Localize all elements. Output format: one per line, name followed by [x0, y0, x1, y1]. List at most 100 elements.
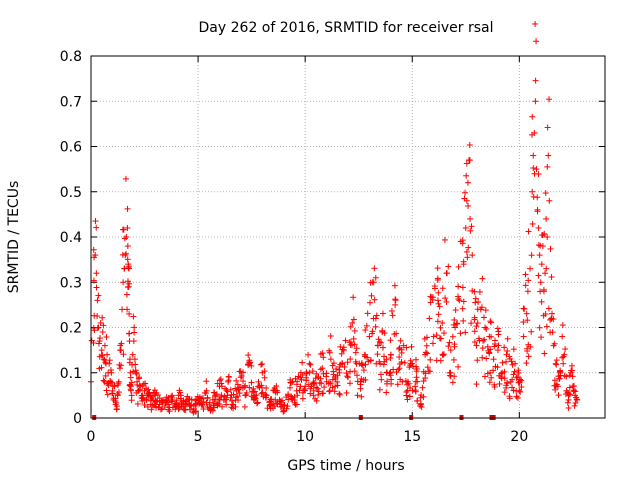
data-point [362, 376, 369, 383]
data-point [94, 297, 101, 304]
data-point [259, 361, 266, 368]
data-point [522, 282, 529, 289]
data-point [323, 370, 330, 377]
data-point [112, 395, 119, 402]
data-point [243, 391, 250, 398]
data-point [527, 343, 534, 350]
data-point [100, 377, 107, 384]
data-point [313, 370, 320, 377]
data-point [135, 375, 142, 382]
data-point [169, 404, 176, 411]
data-point [566, 391, 573, 398]
data-point [393, 369, 400, 376]
data-point [350, 335, 357, 342]
data-point [306, 369, 313, 376]
data-point [376, 386, 383, 393]
data-point [434, 318, 441, 325]
data-point [366, 333, 373, 340]
data-point [418, 403, 425, 410]
data-point [98, 364, 105, 371]
data-point [246, 384, 253, 391]
data-point [508, 358, 515, 365]
data-point [513, 387, 520, 394]
data-point [429, 296, 436, 303]
data-point [369, 330, 376, 337]
data-point [113, 403, 120, 410]
data-point [552, 382, 559, 389]
data-point [354, 372, 361, 379]
data-point [219, 383, 226, 390]
data-point [216, 396, 223, 403]
data-point [480, 337, 487, 344]
data-point [413, 374, 420, 381]
data-point [462, 224, 469, 231]
data-point [218, 380, 225, 387]
data-point [535, 224, 542, 231]
data-point [353, 345, 360, 352]
data-point [126, 310, 133, 317]
data-point [409, 387, 416, 394]
data-point [345, 374, 351, 381]
data-point [483, 355, 490, 362]
data-point [471, 314, 478, 321]
data-point [427, 293, 434, 300]
data-point [434, 297, 441, 304]
data-point [344, 373, 351, 380]
data-point [495, 328, 502, 335]
data-point [445, 263, 452, 270]
data-point [491, 383, 498, 390]
data-point [472, 299, 479, 306]
data-point [227, 386, 234, 393]
data-point [435, 311, 442, 318]
data-point [454, 320, 461, 327]
data-point [139, 395, 146, 402]
data-point [224, 392, 231, 399]
data-point [347, 356, 354, 363]
data-point [157, 406, 164, 413]
data-point [309, 368, 316, 375]
data-point [245, 352, 252, 359]
data-point [461, 195, 468, 202]
y-tick-label: 0.1 [60, 366, 82, 382]
data-point [451, 373, 458, 380]
data-point [183, 397, 190, 404]
data-point [394, 381, 401, 388]
data-point [543, 265, 550, 272]
data-point [463, 172, 470, 179]
data-point [203, 378, 210, 385]
data-point [326, 388, 333, 395]
data-point [152, 397, 159, 404]
data-point [389, 312, 396, 319]
data-point [289, 396, 296, 403]
data-point [311, 380, 318, 387]
data-point [498, 374, 505, 381]
data-point [423, 342, 430, 349]
data-point [108, 379, 115, 386]
data-point [360, 367, 367, 374]
data-point [545, 305, 552, 312]
data-point [352, 349, 359, 356]
data-point [563, 373, 570, 380]
data-point [479, 354, 486, 361]
data-point [143, 396, 150, 403]
data-point [457, 330, 464, 337]
data-point [351, 327, 358, 334]
data-point [248, 362, 255, 369]
data-point [334, 378, 341, 385]
y-tick-label: 0.3 [60, 275, 82, 291]
data-point [148, 395, 155, 402]
data-point [234, 381, 241, 388]
data-point [538, 298, 545, 305]
data-point [520, 319, 527, 326]
data-point [434, 275, 441, 282]
data-point [514, 394, 521, 401]
data-point [338, 350, 345, 357]
data-point [392, 296, 399, 303]
data-point [504, 347, 511, 354]
data-point [460, 258, 467, 265]
data-point [406, 393, 413, 400]
data-point [102, 372, 109, 379]
data-point [503, 358, 510, 365]
data-point [534, 208, 541, 215]
data-point [119, 306, 126, 313]
